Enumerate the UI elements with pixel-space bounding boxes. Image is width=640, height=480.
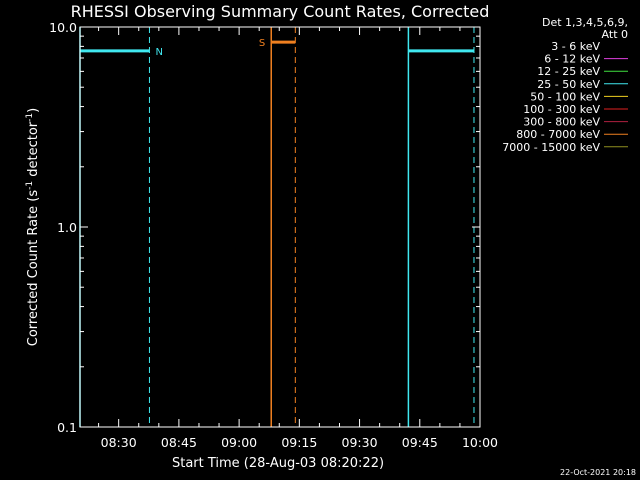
legend-label: 6 - 12 keV	[544, 53, 600, 66]
legend-label: 25 - 50 keV	[537, 78, 600, 91]
interval-flag-0: N	[155, 47, 162, 58]
legend-header-attenuator: Att 0	[602, 28, 628, 41]
chart-title: RHESSI Observing Summary Count Rates, Co…	[71, 2, 490, 21]
x-tick-label: 08:45	[161, 435, 197, 450]
legend-label: 100 - 300 keV	[523, 103, 600, 116]
x-axis: 08:30 08:45 09:00 09:15 09:30 09:45 10:00	[98, 27, 498, 450]
y-label-sup-2: -1	[25, 113, 35, 122]
legend-label: 800 - 7000 keV	[516, 128, 600, 141]
y-axis: 0.1 1.0 10.0	[49, 20, 480, 435]
x-tick-label: 10:00	[462, 435, 498, 450]
x-tick-label: 09:00	[221, 435, 257, 450]
y-tick-label: 10.0	[49, 20, 77, 35]
generation-date: 22-Oct-2021 20:18	[560, 468, 636, 477]
x-axis-label: Start Time (28-Aug-03 08:20:22)	[172, 456, 384, 471]
legend-label: 3 - 6 keV	[551, 40, 600, 53]
y-label-main: Corrected Count Rate (s	[26, 190, 41, 347]
x-tick-label: 09:45	[402, 435, 438, 450]
legend-label: 7000 - 15000 keV	[502, 141, 600, 154]
plot-frame	[79, 26, 481, 428]
y-label-sup-1: -1	[25, 181, 35, 190]
y-tick-label: 0.1	[57, 420, 77, 435]
x-tick-label: 09:30	[342, 435, 378, 450]
interval-bars: NS	[80, 38, 474, 58]
legend-label: 300 - 800 keV	[523, 116, 600, 129]
x-tick-label: 09:15	[281, 435, 317, 450]
y-tick-label: 1.0	[57, 220, 77, 235]
legend-label: 50 - 100 keV	[530, 90, 600, 103]
interval-markers	[79, 27, 475, 427]
y-label-mid: detector	[26, 121, 41, 181]
x-tick-label: 08:30	[101, 435, 137, 450]
legend-label: 12 - 25 keV	[537, 65, 600, 78]
y-label-end: )	[26, 108, 41, 113]
legend-header-detectors: Det 1,3,4,5,6,9,	[542, 16, 628, 29]
y-axis-label: Corrected Count Rate (s-1 detector-1)	[25, 108, 41, 346]
interval-flag-1: S	[259, 38, 265, 49]
